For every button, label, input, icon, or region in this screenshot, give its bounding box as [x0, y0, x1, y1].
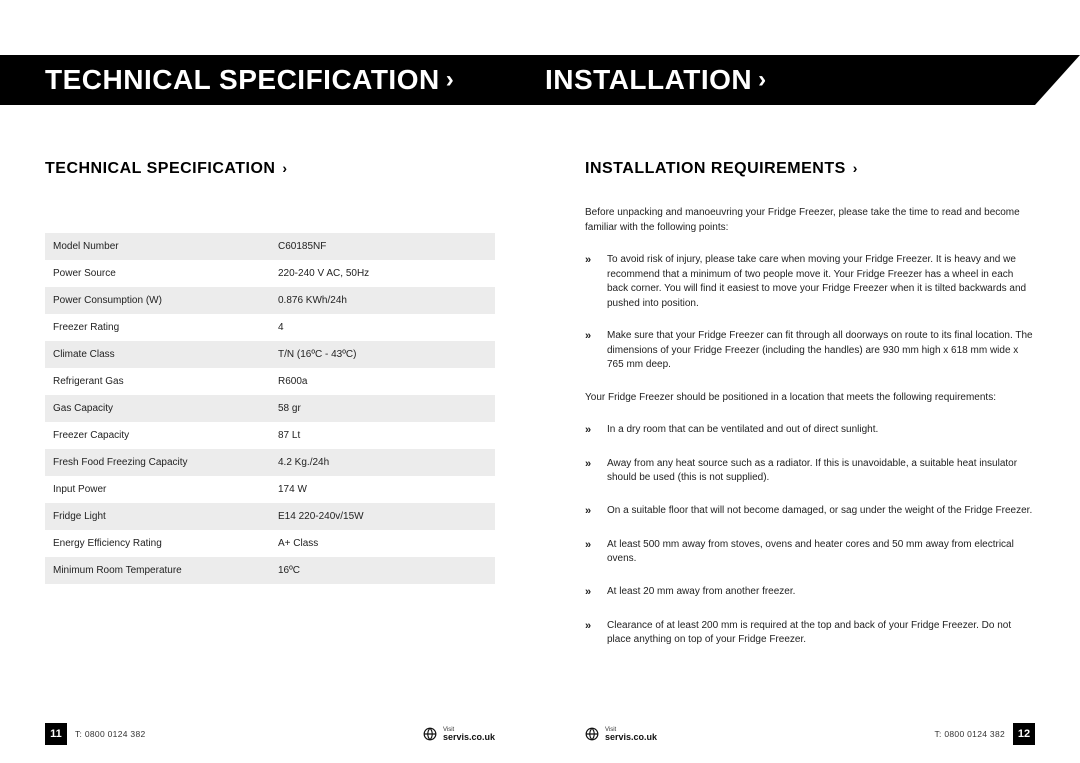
page-number-left: 11 — [45, 723, 67, 745]
double-chevron-icon: » — [585, 329, 607, 373]
spec-value: C60185NF — [270, 233, 495, 260]
banner-installation: INSTALLATION › — [540, 55, 1080, 105]
banner-title-left: TECHNICAL SPECIFICATION — [45, 64, 440, 96]
section-title-text: TECHNICAL SPECIFICATION — [45, 160, 275, 177]
table-row: Input Power174 W — [45, 476, 495, 503]
table-row: Energy Efficiency RatingA+ Class — [45, 530, 495, 557]
list-item: »Make sure that your Fridge Freezer can … — [585, 329, 1035, 373]
footer-url: servis.co.uk — [443, 733, 495, 742]
double-chevron-icon: » — [585, 423, 607, 439]
list-item-text: On a suitable floor that will not become… — [607, 504, 1035, 520]
spec-value: A+ Class — [270, 530, 495, 557]
list-item-text: To avoid risk of injury, please take car… — [607, 253, 1035, 311]
spec-value: 0.876 KWh/24h — [270, 287, 495, 314]
spec-table: Model NumberC60185NFPower Source220-240 … — [45, 233, 495, 584]
spec-value: 58 gr — [270, 395, 495, 422]
spec-label: Freezer Rating — [45, 314, 270, 341]
list-item: »On a suitable floor that will not becom… — [585, 504, 1035, 520]
spec-label: Climate Class — [45, 341, 270, 368]
spec-value: 16ºC — [270, 557, 495, 584]
list-item: »To avoid risk of injury, please take ca… — [585, 253, 1035, 311]
spec-label: Input Power — [45, 476, 270, 503]
section-title-tech-spec: TECHNICAL SPECIFICATION › — [45, 160, 495, 178]
table-row: Fridge LightE14 220-240v/15W — [45, 503, 495, 530]
globe-icon — [423, 727, 437, 741]
spec-label: Refrigerant Gas — [45, 368, 270, 395]
chevron-right-icon: › — [758, 66, 766, 94]
footer-phone: T: 0800 0124 382 — [75, 729, 146, 739]
spec-value: 4 — [270, 314, 495, 341]
list-item-text: Make sure that your Fridge Freezer can f… — [607, 329, 1035, 373]
spec-label: Gas Capacity — [45, 395, 270, 422]
double-chevron-icon: » — [585, 504, 607, 520]
footer-url: servis.co.uk — [605, 733, 657, 742]
table-row: Power Consumption (W)0.876 KWh/24h — [45, 287, 495, 314]
list-item-text: In a dry room that can be ventilated and… — [607, 423, 1035, 439]
page-left: TECHNICAL SPECIFICATION › TECHNICAL SPEC… — [0, 0, 540, 763]
spec-label: Freezer Capacity — [45, 422, 270, 449]
spec-label: Fresh Food Freezing Capacity — [45, 449, 270, 476]
list-item-text: Away from any heat source such as a radi… — [607, 457, 1035, 486]
footer-website: Visit servis.co.uk — [423, 727, 495, 742]
list-item: »Clearance of at least 200 mm is require… — [585, 619, 1035, 648]
section-title-text: INSTALLATION REQUIREMENTS — [585, 160, 846, 177]
spec-label: Energy Efficiency Rating — [45, 530, 270, 557]
banner-tech-spec: TECHNICAL SPECIFICATION › — [0, 55, 540, 105]
spec-value: 87 Lt — [270, 422, 495, 449]
subintro-paragraph: Your Fridge Freezer should be positioned… — [585, 391, 1035, 406]
table-row: Gas Capacity58 gr — [45, 395, 495, 422]
spec-label: Power Consumption (W) — [45, 287, 270, 314]
list-item: »In a dry room that can be ventilated an… — [585, 423, 1035, 439]
footer-left: 11 T: 0800 0124 382 Visit servis.co.uk — [0, 723, 540, 745]
list-item-text: Clearance of at least 200 mm is required… — [607, 619, 1035, 648]
table-row: Freezer Capacity87 Lt — [45, 422, 495, 449]
spec-value: 4.2 Kg./24h — [270, 449, 495, 476]
list-item: »At least 500 mm away from stoves, ovens… — [585, 538, 1035, 567]
double-chevron-icon: » — [585, 457, 607, 486]
spec-value: R600a — [270, 368, 495, 395]
list-item-text: At least 500 mm away from stoves, ovens … — [607, 538, 1035, 567]
double-chevron-icon: » — [585, 585, 607, 601]
table-row: Minimum Room Temperature16ºC — [45, 557, 495, 584]
double-chevron-icon: » — [585, 619, 607, 648]
spec-label: Model Number — [45, 233, 270, 260]
page-number-right: 12 — [1013, 723, 1035, 745]
section-title-installation-req: INSTALLATION REQUIREMENTS › — [585, 160, 1035, 178]
footer-right: Visit servis.co.uk T: 0800 0124 382 12 — [540, 723, 1080, 745]
spec-label: Minimum Room Temperature — [45, 557, 270, 584]
spec-value: T/N (16ºC - 43ºC) — [270, 341, 495, 368]
spec-value: 220-240 V AC, 50Hz — [270, 260, 495, 287]
globe-icon — [585, 727, 599, 741]
double-chevron-icon: » — [585, 538, 607, 567]
table-row: Fresh Food Freezing Capacity4.2 Kg./24h — [45, 449, 495, 476]
list-item: »At least 20 mm away from another freeze… — [585, 585, 1035, 601]
spec-value: 174 W — [270, 476, 495, 503]
footer-phone: T: 0800 0124 382 — [935, 729, 1006, 739]
chevron-right-icon: › — [282, 160, 287, 176]
table-row: Refrigerant GasR600a — [45, 368, 495, 395]
list-item-text: At least 20 mm away from another freezer… — [607, 585, 1035, 601]
spec-value: E14 220-240v/15W — [270, 503, 495, 530]
spec-label: Fridge Light — [45, 503, 270, 530]
table-row: Freezer Rating4 — [45, 314, 495, 341]
chevron-right-icon: › — [446, 66, 454, 94]
footer-website: Visit servis.co.uk — [585, 727, 657, 742]
list-item: »Away from any heat source such as a rad… — [585, 457, 1035, 486]
table-row: Climate ClassT/N (16ºC - 43ºC) — [45, 341, 495, 368]
spec-label: Power Source — [45, 260, 270, 287]
table-row: Power Source220-240 V AC, 50Hz — [45, 260, 495, 287]
double-chevron-icon: » — [585, 253, 607, 311]
chevron-right-icon: › — [853, 160, 858, 176]
intro-paragraph: Before unpacking and manoeuvring your Fr… — [585, 206, 1035, 235]
table-row: Model NumberC60185NF — [45, 233, 495, 260]
banner-title-right: INSTALLATION — [545, 64, 752, 96]
page-right: INSTALLATION › INSTALLATION REQUIREMENTS… — [540, 0, 1080, 763]
